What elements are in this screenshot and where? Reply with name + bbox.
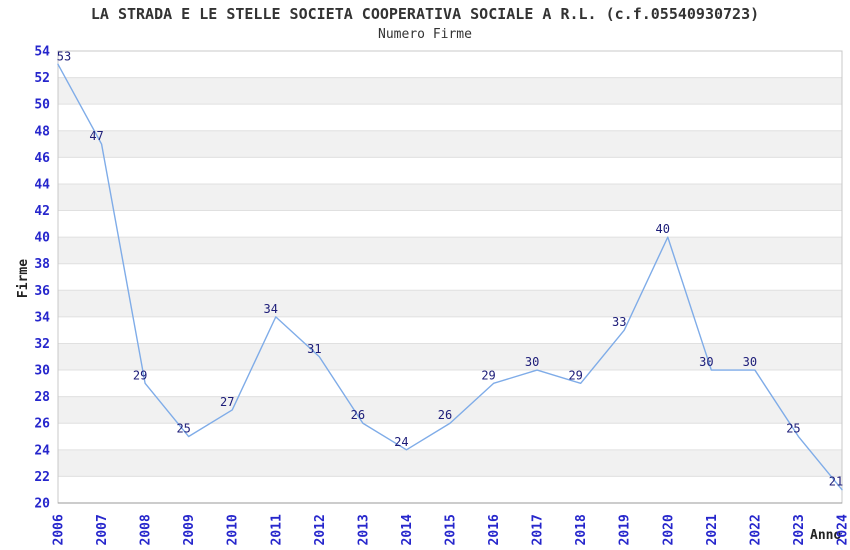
x-tick-label: 2009 xyxy=(182,514,197,545)
data-point-label: 33 xyxy=(612,315,626,329)
y-tick-label: 32 xyxy=(34,337,50,352)
data-point-label: 40 xyxy=(656,222,670,236)
y-tick-label: 22 xyxy=(34,470,50,485)
plot-band xyxy=(58,210,842,238)
x-tick-label: 2011 xyxy=(269,514,284,545)
y-tick-label: 48 xyxy=(34,124,50,139)
plot-band xyxy=(58,343,842,371)
data-point-label: 29 xyxy=(568,368,582,382)
x-tick-label: 2017 xyxy=(531,514,546,545)
data-point-label: 30 xyxy=(525,355,539,369)
x-tick-label: 2020 xyxy=(661,514,676,545)
data-point-label: 53 xyxy=(57,49,71,63)
y-tick-label: 40 xyxy=(34,231,50,246)
x-tick-label: 2022 xyxy=(748,514,763,545)
y-tick-label: 50 xyxy=(34,98,50,113)
x-tick-label: 2018 xyxy=(574,514,589,545)
plot-band xyxy=(58,263,842,291)
y-tick-label: 46 xyxy=(34,151,50,166)
y-tick-label: 44 xyxy=(34,177,50,192)
data-point-label: 30 xyxy=(699,355,713,369)
y-tick-label: 54 xyxy=(34,45,50,60)
y-tick-label: 52 xyxy=(34,71,50,86)
plot-band xyxy=(58,476,842,503)
y-tick-label: 24 xyxy=(34,443,50,458)
data-point-label: 25 xyxy=(176,422,190,436)
y-tick-label: 28 xyxy=(34,390,50,405)
data-point-label: 25 xyxy=(786,422,800,436)
plot-band xyxy=(58,290,842,317)
data-point-label: 47 xyxy=(89,129,103,143)
y-tick-label: 38 xyxy=(34,257,50,272)
x-tick-label: 2016 xyxy=(487,514,502,545)
plot-band xyxy=(58,51,842,78)
plot-band xyxy=(58,157,842,184)
x-tick-label: 2015 xyxy=(444,514,459,545)
plot-band xyxy=(58,396,842,424)
data-point-label: 30 xyxy=(743,355,757,369)
x-tick-label: 2008 xyxy=(139,514,154,545)
y-tick-label: 20 xyxy=(34,497,50,512)
y-tick-label: 36 xyxy=(34,284,50,299)
plot-band xyxy=(58,449,842,477)
plot-band xyxy=(58,130,842,158)
plot-band xyxy=(58,104,842,131)
chart-subtitle: Numero Firme xyxy=(378,27,472,42)
plot-band xyxy=(58,370,842,397)
x-tick-label: 2023 xyxy=(792,514,807,545)
data-point-label: 29 xyxy=(133,368,147,382)
x-tick-label: 2007 xyxy=(95,514,110,545)
y-tick-label: 34 xyxy=(34,310,50,325)
data-point-label: 27 xyxy=(220,395,234,409)
data-point-label: 26 xyxy=(438,408,452,422)
data-point-label: 21 xyxy=(829,475,843,489)
chart-title: LA STRADA E LE STELLE SOCIETA COOPERATIV… xyxy=(90,5,760,23)
x-tick-label: 2021 xyxy=(705,514,720,545)
plot-band xyxy=(58,77,842,105)
x-tick-label: 2019 xyxy=(618,514,633,545)
x-tick-label: 2006 xyxy=(52,514,67,545)
x-tick-label: 2024 xyxy=(836,514,850,545)
plot-band xyxy=(58,183,842,211)
data-point-label: 31 xyxy=(307,342,321,356)
y-tick-label: 30 xyxy=(34,364,50,379)
y-tick-label: 42 xyxy=(34,204,50,219)
x-tick-label: 2010 xyxy=(226,514,241,545)
data-point-label: 24 xyxy=(394,435,408,449)
data-line xyxy=(57,63,843,491)
x-tick-label: 2014 xyxy=(400,514,415,545)
y-tick-label: 26 xyxy=(34,417,50,432)
data-point-label: 34 xyxy=(264,302,278,316)
data-point-label: 26 xyxy=(351,408,365,422)
plot-band xyxy=(58,316,842,344)
data-point-label: 29 xyxy=(481,368,495,382)
x-tick-label: 2013 xyxy=(356,514,371,545)
plot-band xyxy=(58,237,842,264)
x-tick-label: 2012 xyxy=(313,514,328,545)
x-axis-label: Anno xyxy=(810,528,842,543)
